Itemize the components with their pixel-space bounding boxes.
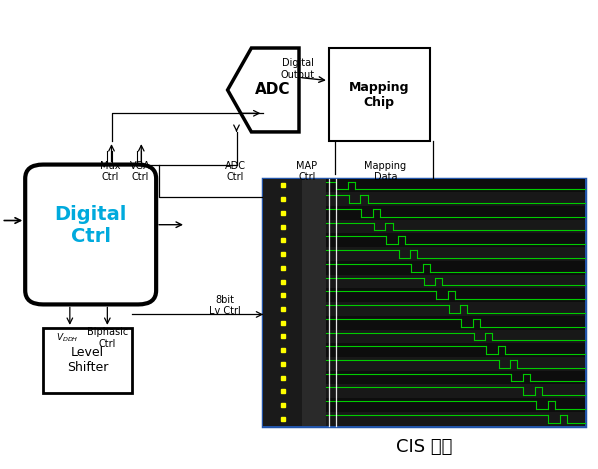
- Text: ADC: ADC: [255, 83, 290, 98]
- FancyBboxPatch shape: [25, 165, 156, 304]
- Bar: [326, 247, 585, 261]
- Text: CIS 자극: CIS 자극: [396, 438, 452, 455]
- Text: MAP
Ctrl: MAP Ctrl: [296, 161, 318, 182]
- Polygon shape: [228, 48, 299, 132]
- Bar: [326, 234, 585, 247]
- Bar: [326, 316, 585, 330]
- Bar: [326, 330, 585, 343]
- Text: Level
Shifter: Level Shifter: [67, 347, 108, 374]
- Bar: [43, 328, 132, 393]
- Bar: [326, 385, 585, 398]
- Bar: [326, 412, 585, 426]
- Text: Mapping
Chip: Mapping Chip: [349, 81, 410, 109]
- Text: 8bit
Lv Ctrl: 8bit Lv Ctrl: [209, 295, 240, 316]
- Text: $V_{DDH}$: $V_{DDH}$: [56, 332, 78, 344]
- Text: Mux
Ctrl: Mux Ctrl: [100, 161, 121, 182]
- Bar: [326, 343, 585, 357]
- Bar: [329, 48, 430, 141]
- Bar: [326, 288, 585, 302]
- Bar: [326, 261, 585, 275]
- Text: Mapping
Data: Mapping Data: [364, 161, 407, 182]
- Bar: [326, 357, 585, 371]
- Bar: [326, 192, 585, 206]
- Text: VGA
Ctrl: VGA Ctrl: [130, 161, 151, 182]
- Text: ADC
Ctrl: ADC Ctrl: [225, 161, 246, 182]
- Bar: [326, 371, 585, 385]
- Bar: [326, 302, 585, 316]
- Bar: [263, 179, 585, 426]
- Bar: [326, 275, 585, 288]
- Bar: [326, 206, 585, 220]
- Text: Digital
Ctrl: Digital Ctrl: [54, 204, 127, 246]
- Bar: [263, 179, 302, 426]
- Text: Biphasic
Ctrl: Biphasic Ctrl: [87, 327, 128, 349]
- Bar: [326, 179, 585, 192]
- Bar: [326, 220, 585, 234]
- Bar: [302, 179, 326, 426]
- Text: Digital
Output: Digital Output: [280, 58, 315, 80]
- Bar: [326, 398, 585, 412]
